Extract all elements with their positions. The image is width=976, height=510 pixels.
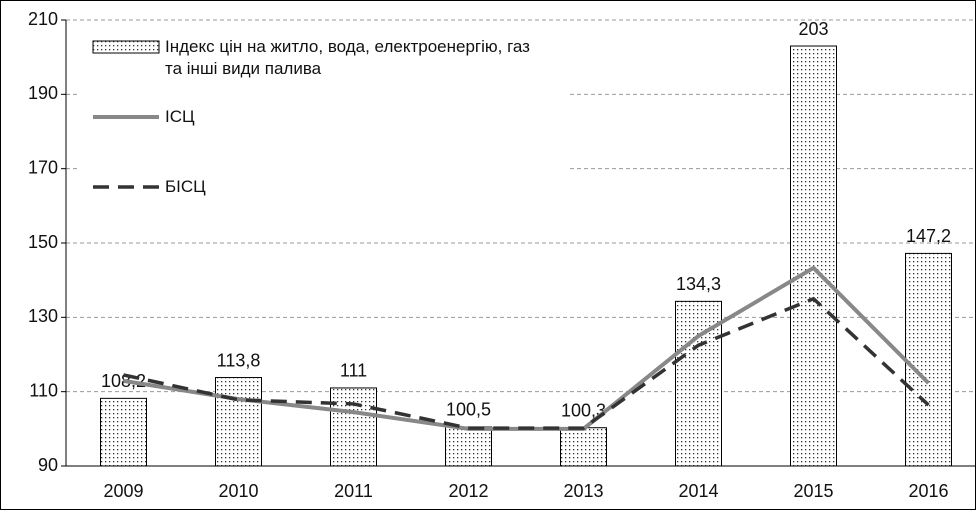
data-label: 113,8 [217,350,261,370]
x-tick-label: 2014 [678,481,718,501]
data-label: 134,3 [676,274,721,294]
x-tick-label: 2009 [103,481,143,501]
bar [445,426,492,467]
legend-label: БІСЦ [165,177,206,196]
y-tick-label: 190 [28,83,58,103]
y-tick-label: 210 [28,9,58,29]
y-tick-label: 170 [28,157,58,177]
bar [215,377,262,467]
x-tick-label: 2016 [908,481,948,501]
legend-label: Індекс цін на житло, вода, електроенергі… [165,37,530,78]
x-tick-label: 2013 [563,481,603,501]
y-tick-label: 130 [28,306,58,326]
legend-label: ІСЦ [165,107,195,126]
x-tick-label: 2011 [334,481,373,501]
data-label: 100,3 [561,400,606,420]
data-label: 147,2 [906,226,951,246]
bar [560,427,607,467]
bar [790,45,837,467]
line-series [123,296,930,430]
x-tick-label: 2015 [793,481,833,501]
y-tick-label: 110 [29,380,58,400]
data-label: 203 [798,19,828,39]
bar [100,397,147,467]
data-label: 111 [340,361,367,381]
y-tick-label: 90 [38,455,58,475]
x-tick-label: 2010 [218,481,258,501]
bar [330,387,377,467]
legend-background [80,30,570,220]
y-tick-label: 150 [28,232,58,252]
bar [905,252,952,467]
data-label: 100,5 [446,400,491,420]
legend-swatch [92,40,160,54]
x-tick-label: 2012 [448,481,488,501]
